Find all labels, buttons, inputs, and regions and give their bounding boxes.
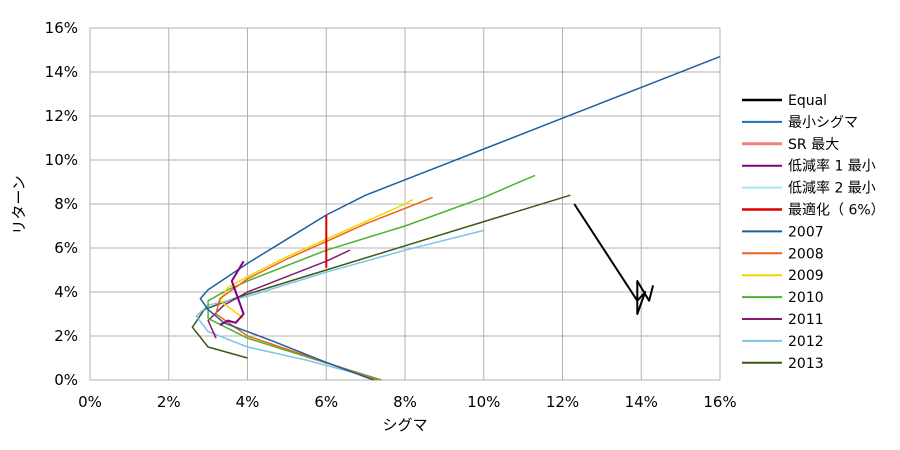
x-tick-label: 2% xyxy=(157,393,181,411)
plot-area-border xyxy=(89,27,721,381)
legend-label: 2012 xyxy=(788,334,824,350)
series-line-2012 xyxy=(195,229,484,381)
legend-label: 2008 xyxy=(788,246,824,262)
y-tick-label: 16% xyxy=(45,19,78,37)
x-tick-label: 0% xyxy=(78,393,102,411)
y-axis-title: リターン xyxy=(10,175,28,234)
y-tick-labels: 0% 2% 4% 6% 8% 10% 12% 14% 16% xyxy=(45,19,78,389)
y-tick-label: 0% xyxy=(54,371,78,389)
plot-lines xyxy=(191,55,721,381)
y-tick-label: 8% xyxy=(54,195,78,213)
x-tick-label: 4% xyxy=(236,393,260,411)
x-tick-label: 8% xyxy=(393,393,417,411)
y-tick-label: 12% xyxy=(45,107,78,125)
legend-label: 2010 xyxy=(788,290,824,306)
legend-label: 低減率 1 最小 xyxy=(788,158,876,175)
plot-frame xyxy=(89,27,721,381)
y-tick-label: 4% xyxy=(54,283,78,301)
series-line-2010 xyxy=(207,174,536,381)
series-line-2007 xyxy=(199,55,721,381)
series-line-Equal xyxy=(573,203,655,315)
legend-label: Equal xyxy=(788,93,827,109)
x-axis-title: シグマ xyxy=(382,416,427,434)
series-line-2008 xyxy=(215,196,433,381)
legend-label: 2007 xyxy=(788,224,824,240)
legend-label: 最適化（ 6%） xyxy=(788,202,885,219)
x-tick-label: 16% xyxy=(703,393,736,411)
y-tick-label: 2% xyxy=(54,327,78,345)
y-tick-label: 14% xyxy=(45,63,78,81)
x-tick-labels: 0% 2% 4% 6% 8% 10% 12% 14% 16% xyxy=(78,393,737,411)
x-tick-label: 10% xyxy=(467,393,500,411)
legend-label: 2009 xyxy=(788,268,824,284)
x-tick-label: 14% xyxy=(625,393,658,411)
series-line-低減率 1 最小 xyxy=(219,260,245,326)
x-tick-label: 6% xyxy=(314,393,338,411)
legend-label: 低減率 2 最小 xyxy=(788,180,876,197)
legend-label: 2011 xyxy=(788,312,824,328)
legend-label: 最小シグマ xyxy=(788,115,858,131)
y-tick-label: 6% xyxy=(54,239,78,257)
y-tick-label: 10% xyxy=(45,151,78,169)
legend-label: 2013 xyxy=(788,356,824,372)
x-tick-label: 12% xyxy=(546,393,579,411)
legend-label: SR 最大 xyxy=(788,137,839,153)
